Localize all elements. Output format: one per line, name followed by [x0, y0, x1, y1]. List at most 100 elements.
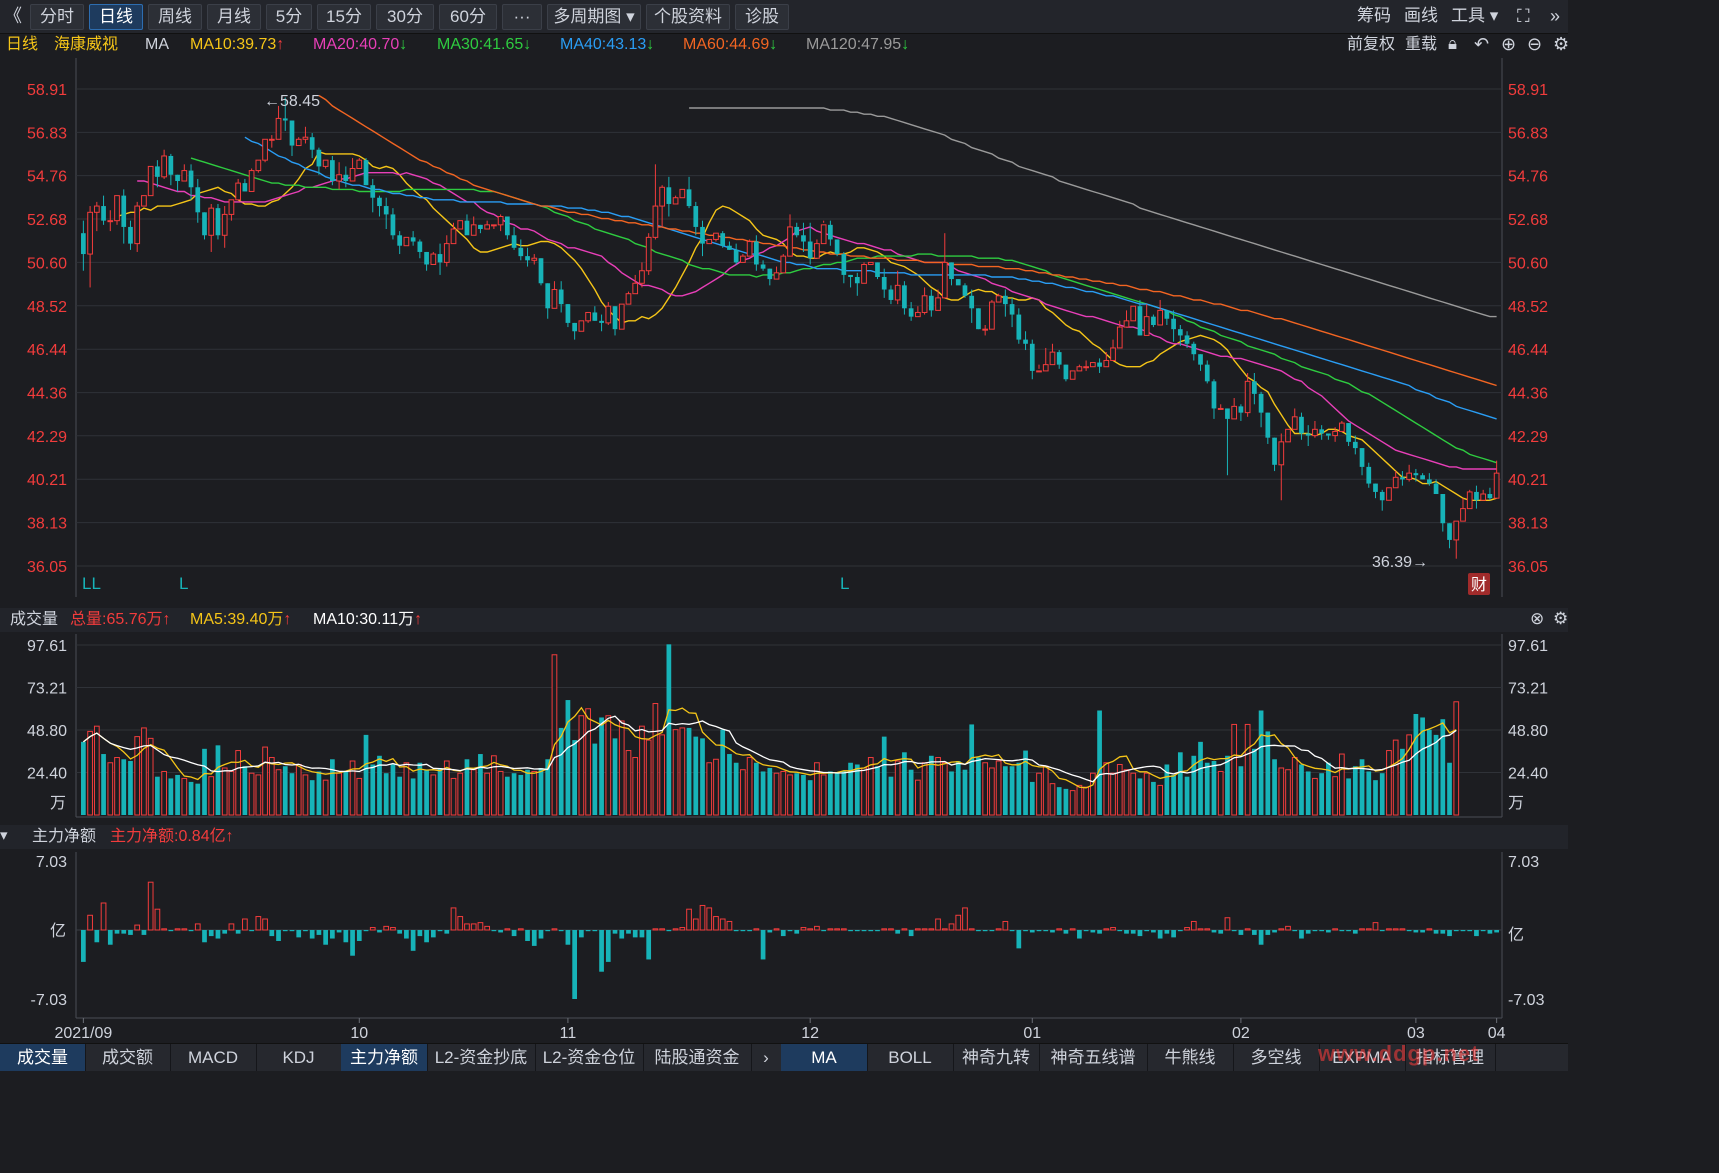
- volume-bar-29: [275, 769, 282, 816]
- flow-bar-11: [154, 908, 161, 931]
- volume-bar-110: [820, 774, 827, 816]
- period-tab-10[interactable]: 个股资料: [646, 4, 730, 30]
- flow-bar-56: [457, 916, 464, 931]
- candle-body-47: [397, 235, 403, 246]
- zoom-in-icon[interactable]: ⊕: [1501, 34, 1517, 54]
- period-tab-0[interactable]: 分时: [30, 4, 84, 30]
- volume-bar-100: [753, 762, 759, 815]
- zoom-out-icon[interactable]: ⊖: [1527, 34, 1543, 54]
- reload-button[interactable]: 重载: [1405, 36, 1438, 53]
- volume-bar-174: [1252, 748, 1257, 815]
- flow-bar-6: [121, 930, 127, 934]
- indicator-tab-14[interactable]: 多空线: [1233, 1044, 1320, 1071]
- flow-bar-147: [1069, 928, 1076, 931]
- back-button[interactable]: 《: [4, 6, 22, 26]
- candle-body-50: [417, 241, 423, 252]
- indicator-tab-11[interactable]: 神奇九转: [953, 1044, 1040, 1071]
- period-tab-8[interactable]: ···: [502, 4, 542, 30]
- settings-icon[interactable]: ⚙: [1553, 34, 1570, 54]
- flow-bar-166: [1197, 928, 1204, 931]
- collapse-flow-icon[interactable]: ▾: [0, 827, 8, 844]
- draw-line-button[interactable]: 画线: [1404, 6, 1438, 25]
- volume-bar-120: [888, 776, 894, 815]
- volume-bar-103: [773, 772, 780, 816]
- candle-body-60: [484, 224, 491, 230]
- volume-bar-93: [706, 762, 713, 816]
- candle-body-23: [235, 182, 242, 201]
- flow-bar-25: [249, 930, 254, 932]
- indicator-tab-10[interactable]: BOLL: [867, 1044, 954, 1071]
- period-tab-1[interactable]: 日线: [89, 4, 143, 30]
- indicator-tabbar: 成交量 成交额 MACD KDJ 主力净额 L2-资金抄底 L2-资金仓位 陆股通资金 › MA B…: [0, 1043, 1568, 1071]
- flow-bar-30: [282, 930, 288, 932]
- chip-distribution-button[interactable]: 筹码: [1357, 6, 1391, 25]
- indicator-tab-3[interactable]: KDJ: [256, 1044, 342, 1071]
- volume-bar-130: [955, 761, 961, 815]
- volume-tick-left-2: 48.80: [27, 723, 67, 740]
- candle-body-168: [1211, 381, 1217, 409]
- volume-bar-114: [848, 762, 853, 815]
- collapse-icon[interactable]: »: [1550, 6, 1561, 26]
- candle-body-192: [1373, 483, 1378, 492]
- candle-body-72: [565, 304, 571, 323]
- volume-bar-76: [592, 743, 598, 815]
- indicator-tab-2[interactable]: MACD: [170, 1044, 257, 1071]
- candle-body-61: [491, 224, 497, 227]
- undo-icon[interactable]: ↶: [1474, 34, 1490, 54]
- indicator-tab-12[interactable]: 神奇五线谱: [1039, 1044, 1148, 1071]
- candle-body-8: [134, 205, 141, 245]
- flow-bar-151: [1097, 930, 1102, 934]
- candle-body-202: [1440, 494, 1446, 524]
- period-tab-3[interactable]: 月线: [207, 4, 261, 30]
- candle-body-104: [780, 255, 787, 274]
- indicator-tab-16[interactable]: 指标管理: [1405, 1044, 1496, 1071]
- indicator-tab-6[interactable]: L2-资金仓位: [535, 1044, 644, 1071]
- adjust-forward-button[interactable]: 前复权: [1347, 36, 1396, 53]
- volume-bar-172: [1238, 766, 1244, 815]
- close-volume-icon[interactable]: ⊗: [1530, 609, 1545, 628]
- volume-bar-128: [941, 762, 948, 816]
- indicator-name[interactable]: MA: [145, 36, 169, 53]
- lock-icon[interactable]: 🔒︎: [1448, 34, 1458, 53]
- volume-bar-65: [518, 774, 524, 815]
- candle-body-204: [1453, 520, 1460, 541]
- flow-bar-192: [1372, 922, 1379, 931]
- period-tab-4[interactable]: 5分: [266, 4, 312, 30]
- x-tick-2: 11: [560, 1025, 577, 1042]
- flow-bar-134: [982, 930, 988, 932]
- flow-bar-198: [1413, 930, 1419, 933]
- flow-bar-87: [666, 930, 672, 932]
- indicator-tab-0[interactable]: 成交量: [0, 1044, 86, 1071]
- flow-bar-162: [1171, 930, 1176, 938]
- candle-body-109: [814, 243, 820, 259]
- fullscreen-icon[interactable]: ⛶: [1517, 6, 1530, 26]
- period-tab-7[interactable]: 60分: [439, 4, 497, 30]
- volume-bar-152: [1103, 762, 1110, 816]
- period-tab-6[interactable]: 30分: [376, 4, 434, 30]
- period-tab-2[interactable]: 周线: [148, 4, 202, 30]
- indicator-tab-15[interactable]: EXPMA: [1319, 1044, 1406, 1071]
- tools-menu-button[interactable]: 工具 ▾: [1451, 6, 1499, 25]
- indicator-tab-1[interactable]: 成交额: [85, 1044, 171, 1071]
- period-tab-9[interactable]: 多周期图 ▾: [547, 4, 641, 30]
- indicator-tab-13[interactable]: 牛熊线: [1147, 1044, 1234, 1071]
- volume-bar-26: [255, 774, 262, 816]
- indicator-tab-5[interactable]: L2-资金抄底: [427, 1044, 536, 1071]
- kline-chart[interactable]: 58.91 58.91 56.83 56.83 54.76 54.76 52.68 52.68…: [0, 0, 1568, 1070]
- candle-body-155: [1123, 320, 1130, 328]
- candle-body-170: [1225, 408, 1230, 419]
- indicator-tab-7[interactable]: 陆股通资金: [643, 1044, 752, 1071]
- period-tab-11[interactable]: 诊股: [735, 4, 789, 30]
- flow-bar-72: [565, 930, 571, 945]
- price-tick-left-3: 52.68: [27, 212, 67, 229]
- volume-bar-198: [1413, 713, 1419, 815]
- candle-body-159: [1151, 316, 1156, 325]
- volume-settings-icon[interactable]: ⚙: [1553, 609, 1569, 628]
- indicator-tab-8[interactable]: ›: [751, 1044, 782, 1071]
- x-tick-0: 2021/09: [54, 1025, 112, 1042]
- period-tab-5[interactable]: 15分: [317, 4, 371, 30]
- indicator-tab-4[interactable]: 主力净额: [341, 1044, 428, 1071]
- indicator-tab-9[interactable]: MA: [781, 1044, 868, 1071]
- flow-bar-146: [1063, 930, 1069, 934]
- ma-line-MA30: [190, 157, 1497, 464]
